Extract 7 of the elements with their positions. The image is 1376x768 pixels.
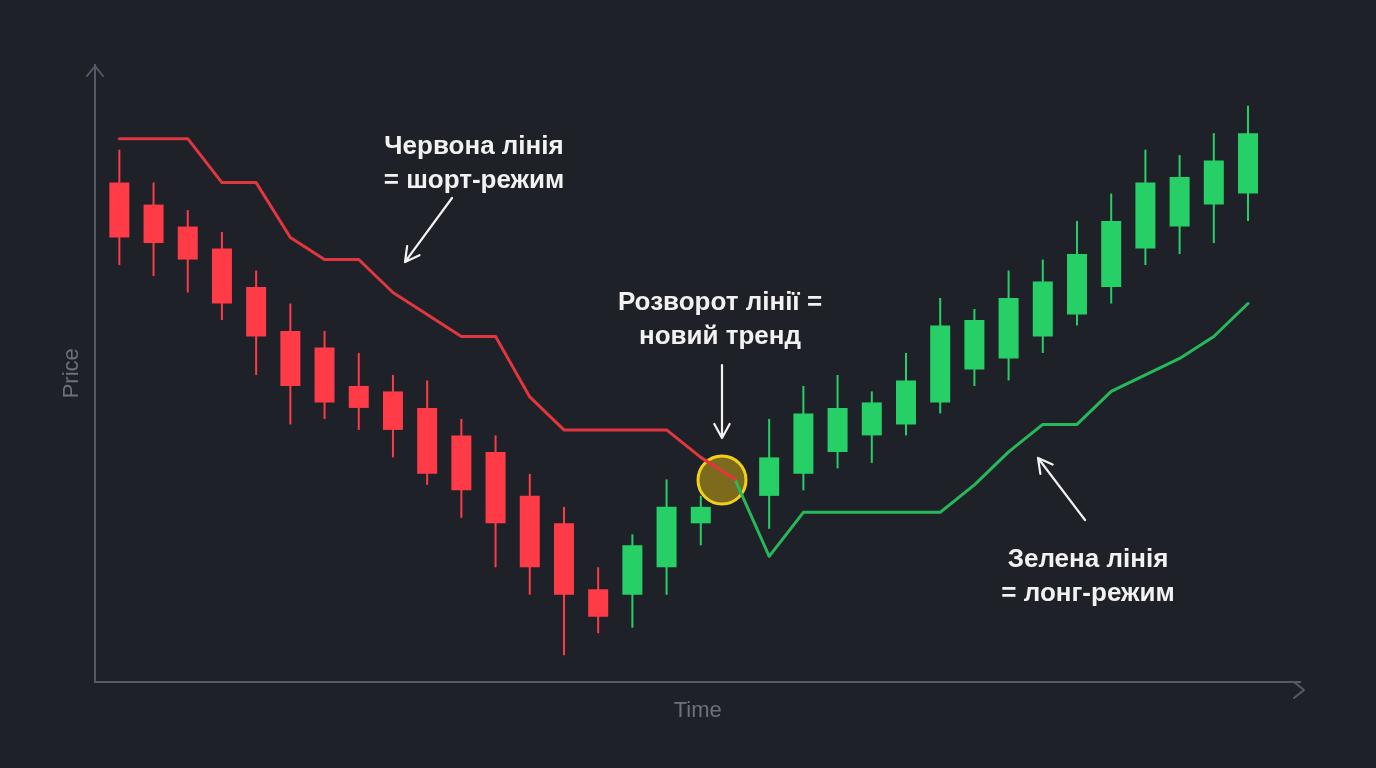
candlestick — [348, 351, 369, 431]
y-axis-title: Price — [58, 348, 84, 399]
x-axis-title: Time — [673, 696, 722, 722]
annotation: Розворот лінії = новий тренд — [617, 285, 823, 352]
candlestick — [690, 494, 711, 547]
annotation: Зелена лінія = лонг-режим — [1001, 542, 1175, 609]
annotation: Червона лінія = шорт-режим — [383, 129, 565, 196]
